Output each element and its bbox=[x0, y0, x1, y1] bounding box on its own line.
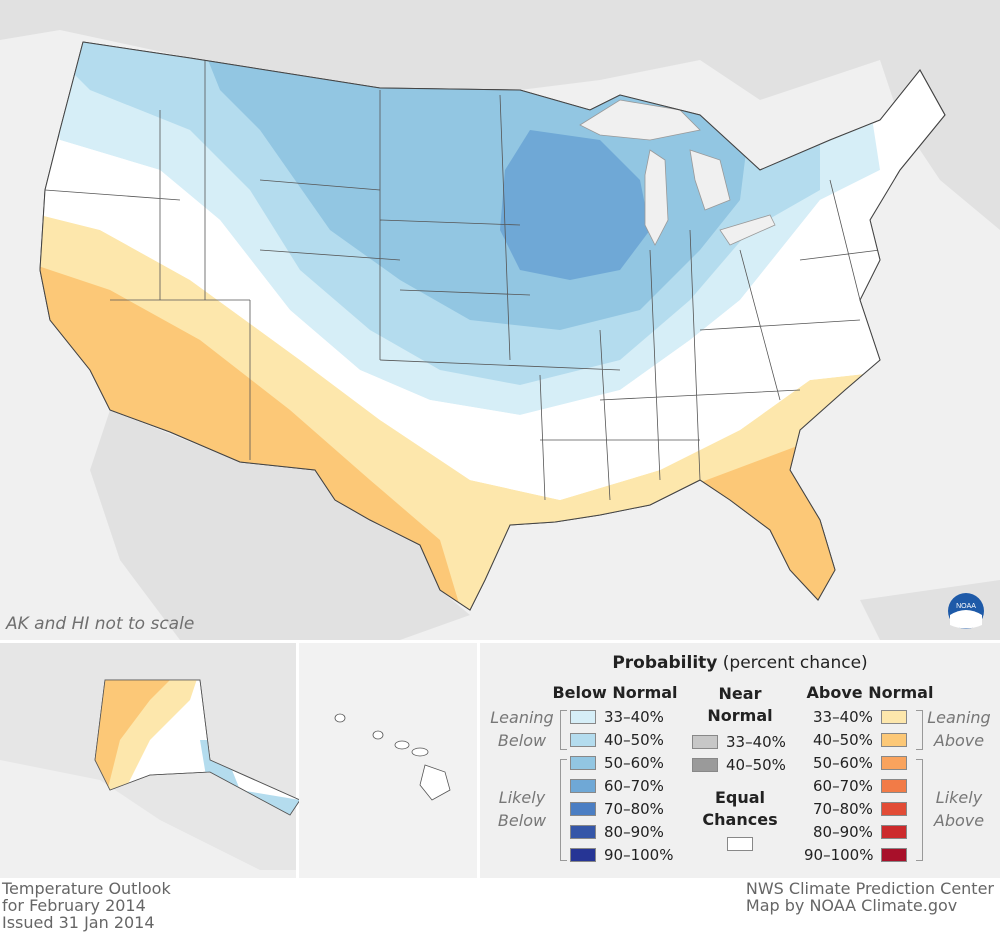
lake-huron bbox=[689, 149, 731, 211]
below-swatch bbox=[570, 779, 596, 793]
footer-credit: Map by NOAA Climate.gov bbox=[745, 896, 958, 915]
above-swatch bbox=[880, 756, 907, 770]
below-swatch bbox=[570, 802, 596, 816]
above-normal-header: Above Normal bbox=[806, 683, 934, 702]
below-swatch bbox=[570, 848, 596, 862]
below-swatch bbox=[570, 733, 596, 747]
hawaii-islands bbox=[334, 713, 451, 801]
below-swatch bbox=[570, 825, 596, 839]
likely-below-label: Likely Below bbox=[497, 788, 547, 830]
legend-title-rest: (percent chance) bbox=[722, 653, 868, 673]
near-row-label: 40–50% bbox=[726, 756, 786, 774]
mexico-land bbox=[90, 410, 470, 640]
below-row-label: 33–40% bbox=[604, 708, 664, 726]
leaning-below-label: Leaning Below bbox=[490, 708, 554, 750]
above-row-label: 40–50% bbox=[813, 731, 873, 749]
footer-period: for February 2014 bbox=[2, 896, 146, 915]
equal-chances-band bbox=[40, 140, 900, 500]
above-swatch bbox=[880, 825, 907, 839]
likely-above-bracket bbox=[916, 759, 923, 861]
lake-superior bbox=[579, 99, 701, 141]
near-swatch bbox=[692, 735, 718, 749]
state-borders bbox=[44, 60, 881, 501]
below-row: 80–90% bbox=[570, 821, 664, 843]
below-row-label: 50–60% bbox=[604, 754, 664, 772]
below-swatch bbox=[570, 710, 596, 724]
lake-erie bbox=[719, 214, 776, 246]
above-row-label: 33–40% bbox=[813, 708, 873, 726]
below-row: 90–100% bbox=[570, 844, 673, 866]
above-row-label: 70–80% bbox=[813, 800, 873, 818]
above-row-label: 90–100% bbox=[804, 846, 874, 864]
above-swatch bbox=[881, 848, 908, 862]
above-row: 80–90% bbox=[813, 821, 907, 843]
near-row-label: 33–40% bbox=[726, 733, 786, 751]
above-row-label: 50–60% bbox=[813, 754, 873, 772]
legend-title: Probability (percent chance) bbox=[480, 653, 1000, 673]
canada-land bbox=[0, 0, 1000, 230]
below-normal-header: Below Normal bbox=[552, 683, 678, 702]
hawaii-inset-bg bbox=[299, 643, 477, 878]
lake-michigan bbox=[644, 149, 669, 246]
alaska-ocean bbox=[0, 760, 296, 878]
above-swatch bbox=[880, 779, 907, 793]
footer-source: NWS Climate Prediction Center bbox=[745, 879, 994, 898]
above-row: 90–100% bbox=[804, 844, 908, 866]
below-row: 33–40% bbox=[570, 706, 664, 728]
equal-chances-swatch bbox=[727, 837, 753, 851]
below-row-label: 40–50% bbox=[604, 731, 664, 749]
noaa-logo: NOAA bbox=[948, 593, 984, 629]
legend: Probability (percent chance) Below Norma… bbox=[480, 641, 1000, 878]
below-row-label: 80–90% bbox=[604, 823, 664, 841]
near-row: 33–40% bbox=[692, 731, 786, 753]
footer-issued: Issued 31 Jan 2014 bbox=[2, 913, 155, 932]
above-swatch bbox=[880, 710, 907, 724]
below-row-label: 60–70% bbox=[604, 777, 664, 795]
scale-note: AK and HI not to scale bbox=[6, 614, 195, 634]
likely-below-bracket bbox=[560, 759, 567, 861]
below-row-label: 90–100% bbox=[604, 846, 674, 864]
likely-above-label: Likely Above bbox=[933, 788, 985, 830]
leaning-above-label: Leaning Above bbox=[927, 708, 991, 750]
equal-chances-header: Equal Chances bbox=[702, 788, 778, 829]
below-60-70-region bbox=[500, 130, 650, 280]
below-swatch bbox=[570, 756, 596, 770]
near-normal-header: Near Normal bbox=[707, 684, 773, 725]
near-swatch bbox=[692, 758, 718, 772]
below-row: 70–80% bbox=[570, 798, 664, 820]
outlook-map: NOAA bbox=[0, 0, 1000, 878]
footer-left: Temperature Outlook for February 2014 Is… bbox=[2, 880, 171, 931]
below-row: 40–50% bbox=[570, 729, 664, 751]
above-row: 60–70% bbox=[813, 775, 907, 797]
above-row-label: 60–70% bbox=[813, 777, 873, 795]
above-swatch bbox=[880, 802, 907, 816]
footer-title: Temperature Outlook bbox=[2, 879, 171, 898]
noaa-logo-text: NOAA bbox=[956, 603, 976, 610]
above-row: 70–80% bbox=[813, 798, 907, 820]
above-swatch bbox=[880, 733, 907, 747]
leaning-above-bracket bbox=[916, 710, 923, 750]
legend-title-bold: Probability bbox=[612, 653, 718, 673]
below-row-label: 70–80% bbox=[604, 800, 664, 818]
below-row: 60–70% bbox=[570, 775, 664, 797]
near-row: 40–50% bbox=[692, 754, 786, 776]
leaning-below-bracket bbox=[560, 710, 567, 750]
above-row: 33–40% bbox=[813, 706, 907, 728]
above-row: 50–60% bbox=[813, 752, 907, 774]
footer-right: NWS Climate Prediction Center Map by NOA… bbox=[746, 880, 994, 914]
above-row-label: 80–90% bbox=[813, 823, 873, 841]
above-row: 40–50% bbox=[813, 729, 907, 751]
below-row: 50–60% bbox=[570, 752, 664, 774]
